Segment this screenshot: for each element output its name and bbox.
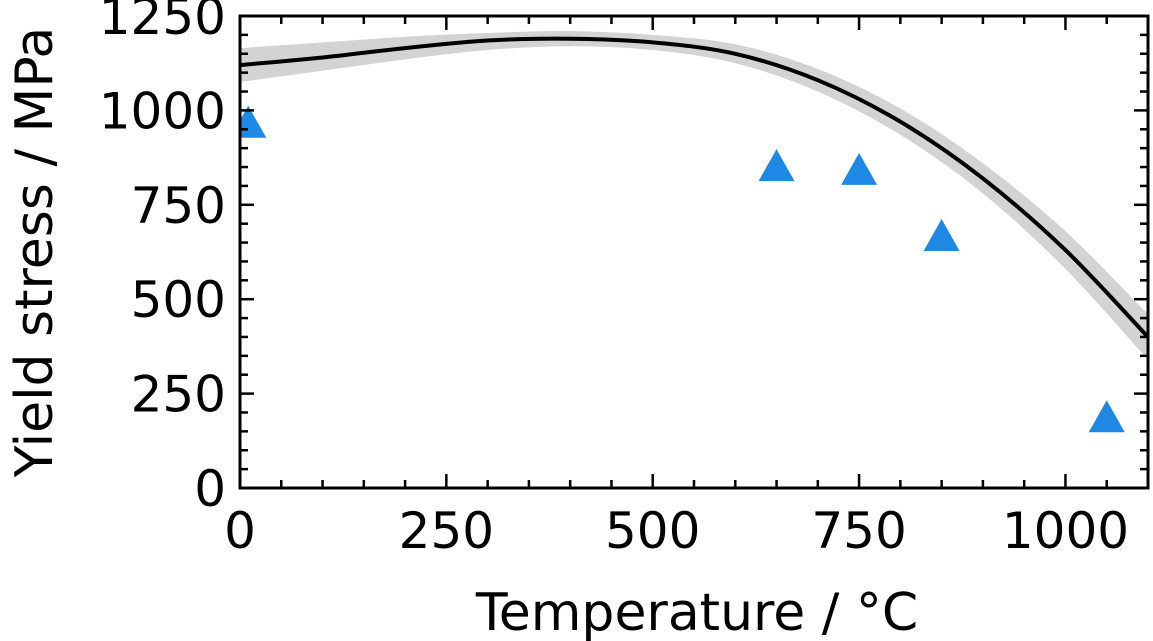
x-tick-label: 1000 (1002, 502, 1129, 560)
x-tick-label: 500 (605, 502, 700, 560)
data-point-triangle (841, 152, 878, 185)
y-axis-title: Yield stress / MPa (5, 27, 65, 479)
y-tick-label: 750 (131, 177, 226, 235)
y-tick-label: 1000 (99, 82, 226, 140)
data-point-triangle (1088, 400, 1125, 433)
fit-line (240, 36, 1148, 339)
data-point-triangle (758, 149, 795, 182)
data-point-triangle (923, 219, 960, 252)
x-tick-label: 0 (224, 502, 256, 560)
confidence-band (240, 31, 1148, 360)
plot-area (240, 31, 1148, 433)
x-tick-label: 750 (811, 502, 906, 560)
axes: 0 250 500 750 1000 0 250 500 750 1000 1250 (99, 0, 1150, 560)
y-tick-label: 250 (131, 366, 226, 424)
y-tick-label: 500 (131, 271, 226, 329)
y-tick-label: 1250 (99, 0, 226, 46)
x-axis-title: Temperature / °C (475, 583, 918, 641)
y-tick-label: 0 (194, 460, 226, 518)
x-tick-label: 250 (399, 502, 494, 560)
plot-frame (238, 14, 1150, 490)
